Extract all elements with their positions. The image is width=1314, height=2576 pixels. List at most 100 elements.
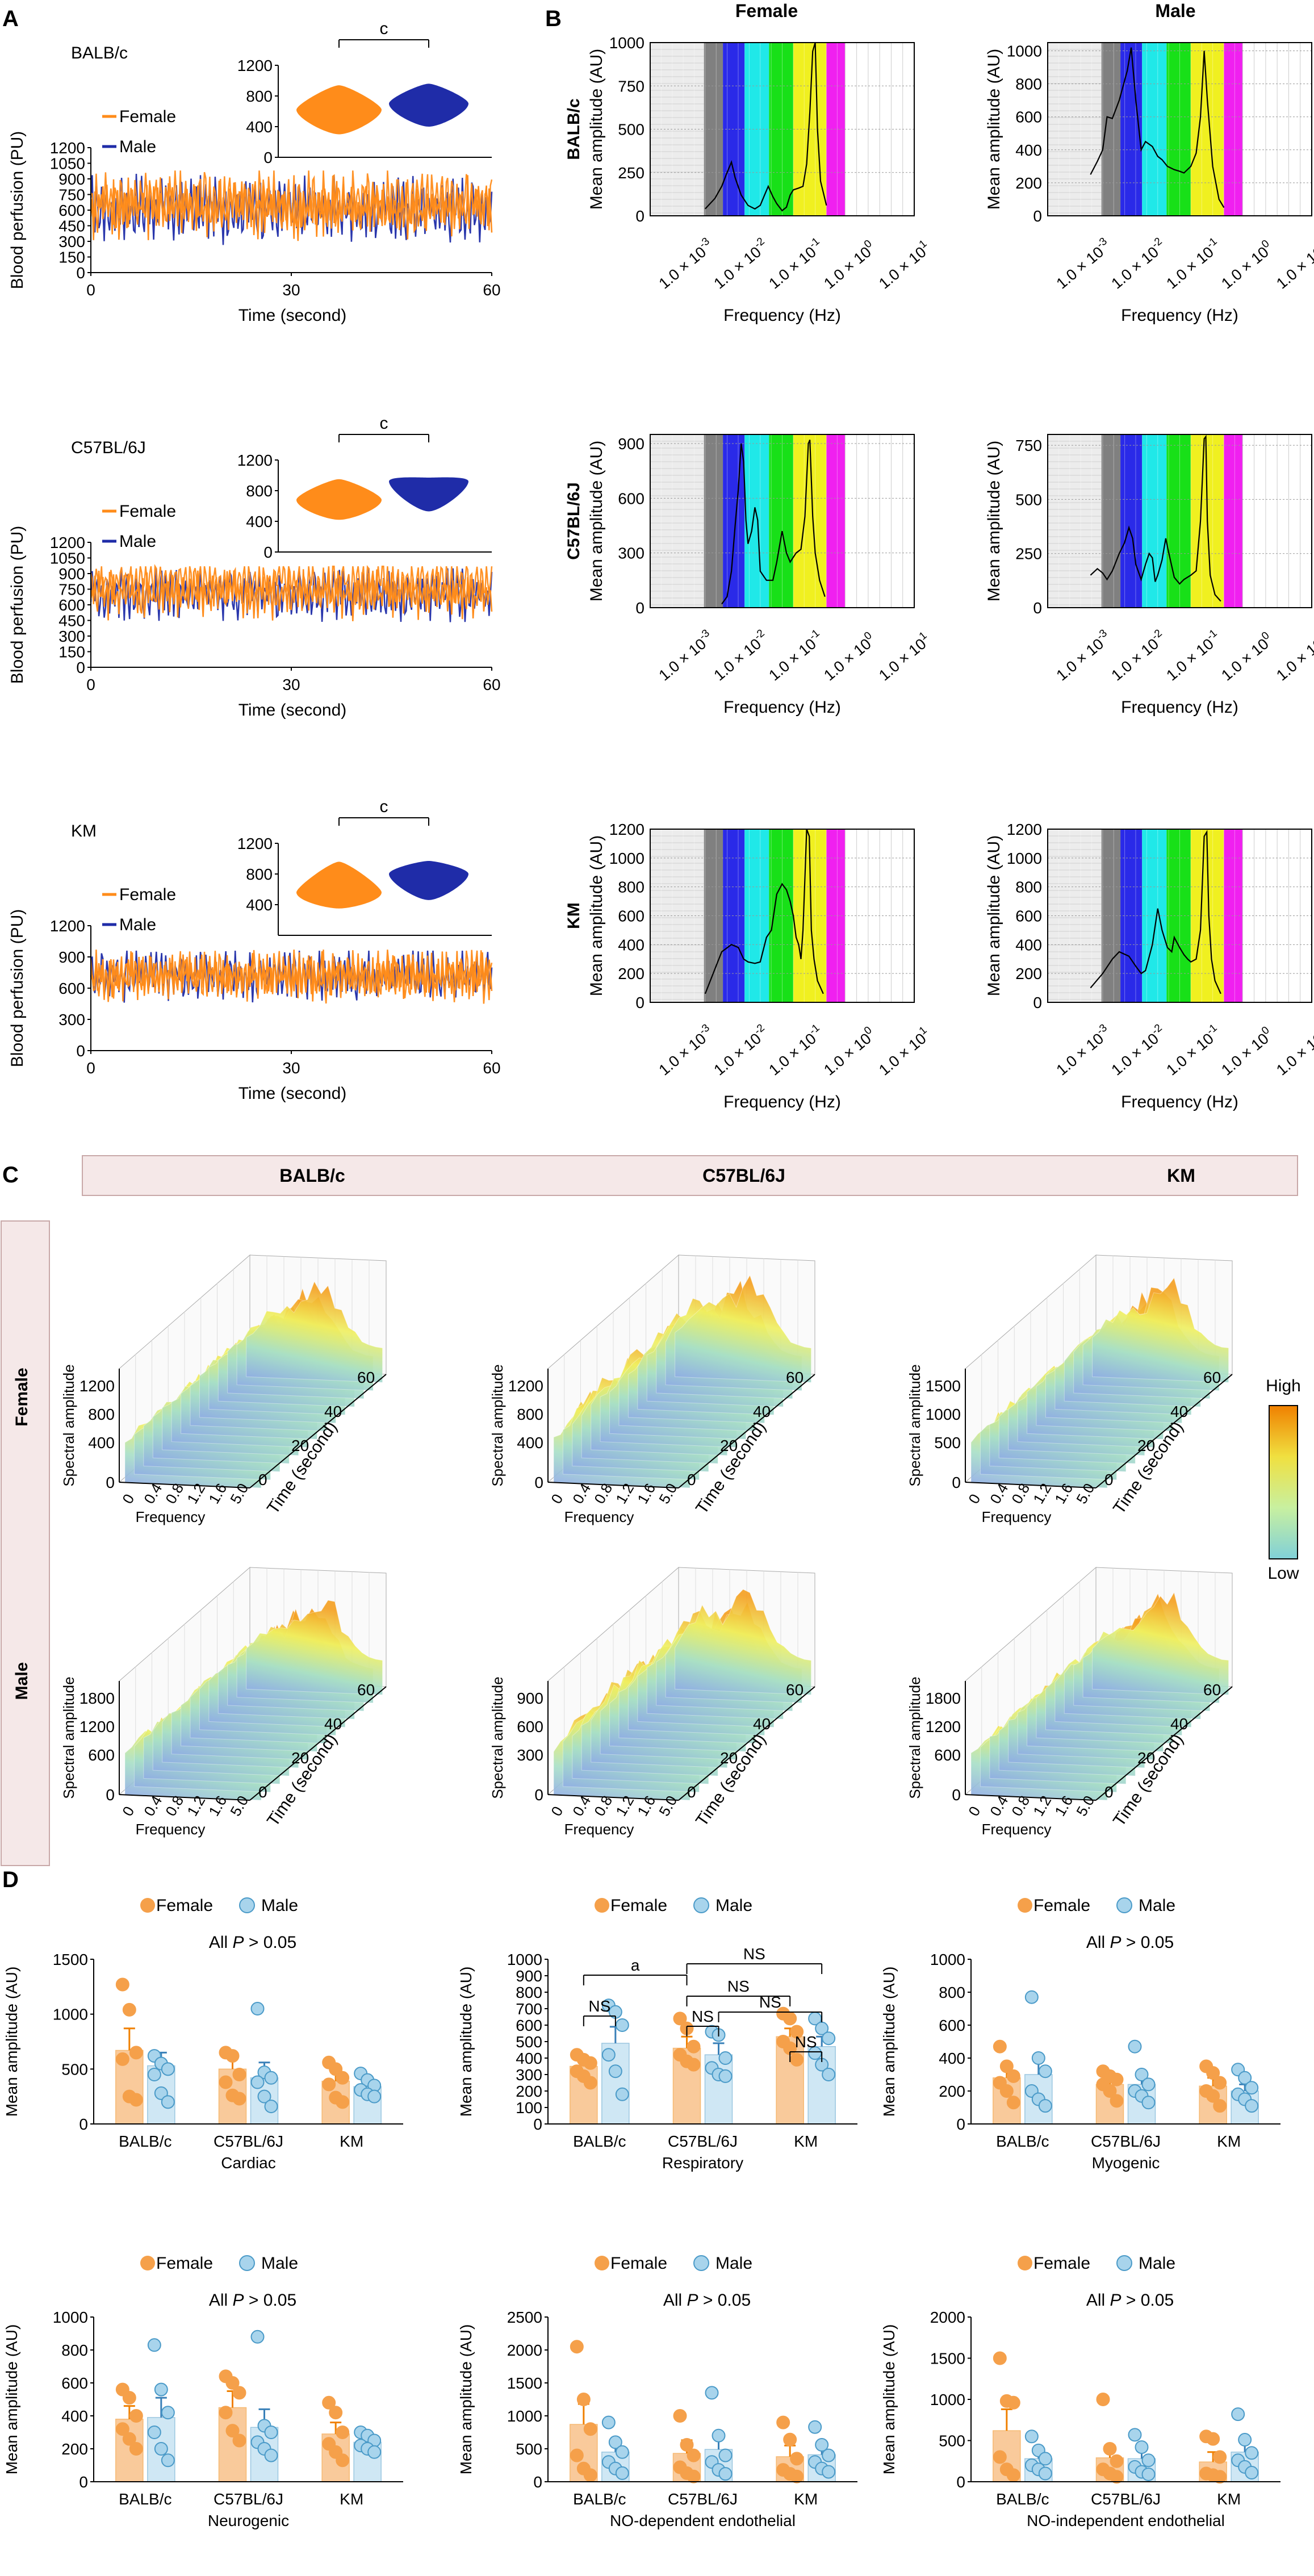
data-point	[815, 2438, 829, 2452]
y-tick-label: 900	[58, 948, 85, 966]
y-tick-label: 0	[79, 2473, 88, 2491]
y-tick-label: 400	[516, 2050, 542, 2067]
bar-chart-1: Female Male BALB/c C57BL/6J KM 01002003004005…	[457, 1896, 857, 2172]
y-axis-label: Mean amplitude (AU)	[457, 1967, 475, 2117]
frequency-band	[1101, 434, 1121, 608]
surface-ridge	[675, 1589, 812, 1695]
surface-ridge	[675, 1274, 812, 1383]
x-tick-exponent: -1	[1204, 1022, 1219, 1037]
y-axis-label: Blood perfusion (PU)	[8, 909, 27, 1067]
data-point	[790, 2052, 804, 2067]
time-tick-label: 0	[1104, 1471, 1114, 1488]
y-axis-label: Mean amplitude (AU)	[880, 2324, 898, 2475]
y-tick-label: 800	[618, 879, 645, 896]
data-point	[1038, 2099, 1052, 2113]
data-point	[161, 2453, 175, 2468]
x-axis-label: NO-dependent endothelial	[610, 2512, 796, 2529]
data-point	[219, 2075, 233, 2089]
data-point	[1135, 2440, 1149, 2454]
legend-female-marker	[140, 1898, 155, 1913]
x-tick-exponent: 0	[1259, 238, 1272, 251]
y-tick-label: 150	[58, 249, 85, 266]
time-tick-label: 0	[258, 1471, 267, 1488]
y-tick-label: 600	[58, 202, 85, 219]
x-tick-label: 1.0 × 10-3	[654, 235, 717, 292]
amplitude-axis-label: Spectral amplitude	[906, 1676, 923, 1799]
x-tick-label: 1.0 × 10-1	[1162, 1022, 1224, 1078]
data-point	[1038, 2466, 1052, 2481]
data-point	[1206, 2432, 1220, 2446]
freq-axis-label: Frequency	[136, 1821, 206, 1838]
annotation-p: P	[233, 2291, 244, 2310]
freq-tick-label: 0	[547, 1803, 566, 1819]
y-tick-label: 200	[939, 2082, 965, 2100]
background-band	[1048, 434, 1102, 608]
x-tick-exponent: -3	[1094, 627, 1109, 642]
y-axis-label: Mean amplitude (AU)	[3, 2324, 20, 2475]
y-tick-label: 1500	[507, 2374, 542, 2392]
amplitude-curve	[704, 829, 824, 994]
plot-frame	[650, 829, 915, 1003]
y-tick-label: 1200	[1007, 821, 1042, 838]
x-tick-label: 1.0 × 100	[1217, 238, 1277, 292]
y-tick-label: 0	[1033, 207, 1042, 225]
y-tick-label: 800	[1015, 879, 1042, 896]
y-tick-label: 1200	[50, 534, 85, 551]
category-label: BALB/c	[573, 2490, 626, 2508]
panel-letter-c: C	[2, 1162, 19, 1187]
data-point	[1141, 2453, 1156, 2468]
y-axis-label: Mean amplitude (AU)	[457, 2324, 475, 2475]
x-tick-label: 30	[282, 1059, 300, 1077]
frequency-band	[1120, 434, 1143, 608]
x-tick-label: 30	[282, 281, 300, 299]
amplitude-curve	[1090, 434, 1221, 602]
legend-male-label: Male	[261, 1896, 298, 1915]
y-tick-label: 600	[618, 908, 645, 925]
legend-male-label: Male	[119, 137, 156, 156]
inset-y-tick-label: 800	[246, 482, 273, 500]
data-point	[225, 2376, 240, 2390]
y-tick-label: 400	[61, 2407, 88, 2425]
data-point	[712, 2428, 726, 2443]
z-tick-label: 1000	[926, 1406, 961, 1423]
data-point	[115, 2052, 129, 2066]
data-point	[336, 2453, 350, 2468]
data-point	[115, 2422, 129, 2436]
y-tick-label: 400	[618, 936, 645, 954]
x-tick-exponent: -2	[1149, 1022, 1164, 1037]
data-point	[570, 2448, 584, 2462]
x-axis-label: Time (second)	[238, 306, 347, 325]
x-tick-label: 1.0 × 10-1	[1162, 627, 1224, 684]
panel-letter-d: D	[2, 1867, 19, 1892]
amplitude-curve	[721, 440, 826, 605]
y-tick-label: 500	[1015, 491, 1042, 508]
data-point	[1110, 2072, 1124, 2086]
legend-female-marker	[1018, 2256, 1032, 2270]
category-label: C57BL/6J	[1091, 2132, 1161, 2150]
x-tick-exponent: -1	[807, 235, 822, 250]
x-tick-exponent: -2	[752, 1022, 767, 1037]
amplitude-curve	[1090, 830, 1221, 994]
frequency-band	[1166, 434, 1191, 608]
freq-axis	[547, 1482, 679, 1488]
data-point	[322, 2077, 336, 2092]
category-label: BALB/c	[996, 2490, 1049, 2508]
data-point	[115, 1977, 129, 1992]
y-tick-label: 1000	[507, 2407, 542, 2425]
violin-female	[296, 479, 382, 520]
time-axis	[678, 1374, 815, 1488]
y-axis-label: Mean amplitude (AU)	[985, 441, 1003, 601]
frequency-band	[1101, 829, 1121, 1002]
frequency-band	[769, 434, 794, 608]
data-point	[122, 2432, 136, 2446]
trace-female	[90, 175, 493, 241]
sig-label: a	[631, 1956, 640, 1974]
data-point	[1110, 2094, 1124, 2108]
trace-female	[90, 568, 493, 622]
data-point	[601, 2048, 616, 2062]
y-tick-label: 0	[635, 599, 645, 617]
y-tick-label: 100	[516, 2099, 542, 2117]
time-tick-label: 0	[258, 1783, 267, 1801]
